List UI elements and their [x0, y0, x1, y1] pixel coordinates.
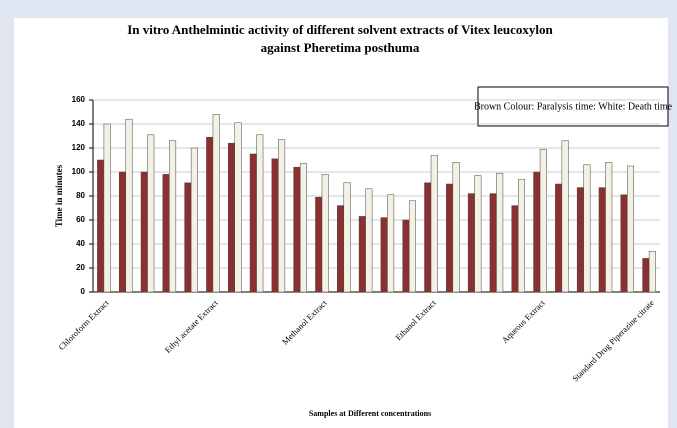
bar: [293, 166, 301, 293]
y-tick-label: 100: [72, 167, 86, 176]
bar: [605, 162, 613, 293]
y-tick-label: 140: [72, 119, 86, 128]
bar: [343, 182, 351, 293]
bar: [278, 139, 286, 293]
bar: [206, 136, 214, 293]
bar: [249, 153, 257, 293]
bar: [321, 174, 329, 293]
bar: [103, 123, 111, 293]
bar: [642, 258, 650, 293]
bar: [402, 219, 410, 293]
bar: [228, 142, 235, 293]
bar: [648, 250, 656, 293]
bar: [539, 148, 547, 293]
bar: [446, 183, 454, 293]
bar: [489, 193, 497, 293]
y-tick-label: 0: [81, 287, 86, 296]
y-axis-label: Time in minutes: [54, 164, 64, 227]
bar: [518, 178, 525, 293]
bar: [140, 171, 148, 293]
y-tick-label: 40: [76, 239, 85, 248]
bar: [271, 158, 279, 293]
bar: [583, 164, 591, 293]
bar: [212, 114, 220, 293]
bar: [315, 196, 323, 293]
bar: [299, 163, 307, 293]
bar: [97, 159, 105, 293]
bar: [125, 118, 133, 293]
bar: [627, 165, 635, 293]
bar: [561, 140, 569, 293]
legend-text: Brown Colour: Paralysis time: White: Dea…: [474, 101, 673, 112]
bar: [365, 188, 373, 293]
y-tick-label: 160: [72, 95, 86, 104]
bar: [387, 194, 395, 293]
bar: [256, 134, 264, 293]
bar: [620, 194, 628, 293]
bar: [430, 154, 438, 293]
legend-box: [477, 86, 669, 127]
bar: [424, 182, 432, 293]
bar: [118, 171, 126, 293]
chart-title: against Pheretima posthuma: [261, 40, 420, 55]
bar: [474, 175, 482, 293]
bar: [533, 171, 541, 293]
bar: [147, 134, 155, 293]
y-tick-label: 80: [76, 191, 85, 200]
bar: [408, 200, 416, 293]
bar: [190, 147, 198, 293]
chart-title: In vitro Anthelmintic activity of differ…: [127, 22, 553, 37]
bar: [598, 187, 606, 293]
bar: [576, 187, 584, 293]
bar: [452, 162, 460, 293]
bar: [169, 140, 177, 293]
bar: [555, 183, 563, 293]
bar: [467, 193, 475, 293]
x-axis-label: Samples at Different concentrations: [309, 409, 431, 418]
bar: [380, 217, 388, 293]
bar: [358, 216, 366, 293]
y-tick-label: 60: [76, 215, 85, 224]
bar: [337, 205, 345, 293]
bar: [234, 122, 242, 293]
y-tick-label: 20: [76, 263, 85, 272]
bar: [184, 182, 192, 293]
y-tick-label: 120: [72, 143, 86, 152]
bar: [496, 172, 504, 293]
bar: [511, 205, 519, 293]
bar: [162, 174, 170, 293]
